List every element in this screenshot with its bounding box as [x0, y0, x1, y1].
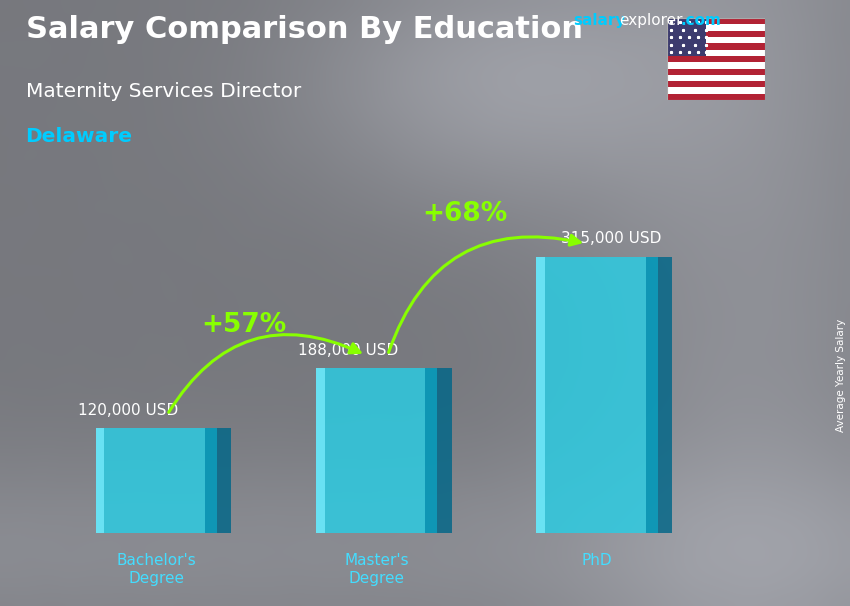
Polygon shape: [646, 257, 658, 533]
Polygon shape: [536, 257, 658, 533]
Polygon shape: [658, 257, 672, 533]
Polygon shape: [217, 428, 231, 533]
Text: Master's
Degree: Master's Degree: [344, 553, 409, 585]
Bar: [667, 94, 765, 100]
Bar: [667, 75, 765, 81]
Bar: [667, 37, 765, 44]
Bar: [667, 56, 765, 62]
Bar: [667, 44, 765, 50]
Bar: [667, 31, 765, 37]
Polygon shape: [437, 368, 452, 533]
Text: Average Yearly Salary: Average Yearly Salary: [836, 319, 846, 432]
Bar: [667, 50, 765, 56]
Bar: [667, 18, 706, 56]
Polygon shape: [205, 428, 217, 533]
Bar: [667, 68, 765, 75]
Text: Bachelor's
Degree: Bachelor's Degree: [116, 553, 196, 585]
Bar: [667, 18, 765, 24]
Text: +68%: +68%: [422, 201, 507, 227]
Text: Delaware: Delaware: [26, 127, 133, 146]
Text: 120,000 USD: 120,000 USD: [78, 402, 178, 418]
Text: PhD: PhD: [581, 553, 613, 568]
Polygon shape: [316, 368, 437, 533]
Text: Maternity Services Director: Maternity Services Director: [26, 82, 301, 101]
Polygon shape: [536, 257, 545, 533]
Text: salary: salary: [574, 13, 626, 28]
Bar: [667, 87, 765, 94]
Text: .com: .com: [680, 13, 721, 28]
Bar: [667, 81, 765, 87]
Bar: [667, 24, 765, 31]
Polygon shape: [95, 428, 104, 533]
Text: Salary Comparison By Education: Salary Comparison By Education: [26, 15, 582, 44]
Polygon shape: [95, 428, 217, 533]
Polygon shape: [425, 368, 437, 533]
Text: 315,000 USD: 315,000 USD: [561, 231, 661, 247]
Bar: [667, 62, 765, 68]
Polygon shape: [316, 368, 325, 533]
Text: +57%: +57%: [201, 312, 287, 338]
Text: 188,000 USD: 188,000 USD: [298, 343, 399, 358]
Text: explorer: explorer: [619, 13, 683, 28]
